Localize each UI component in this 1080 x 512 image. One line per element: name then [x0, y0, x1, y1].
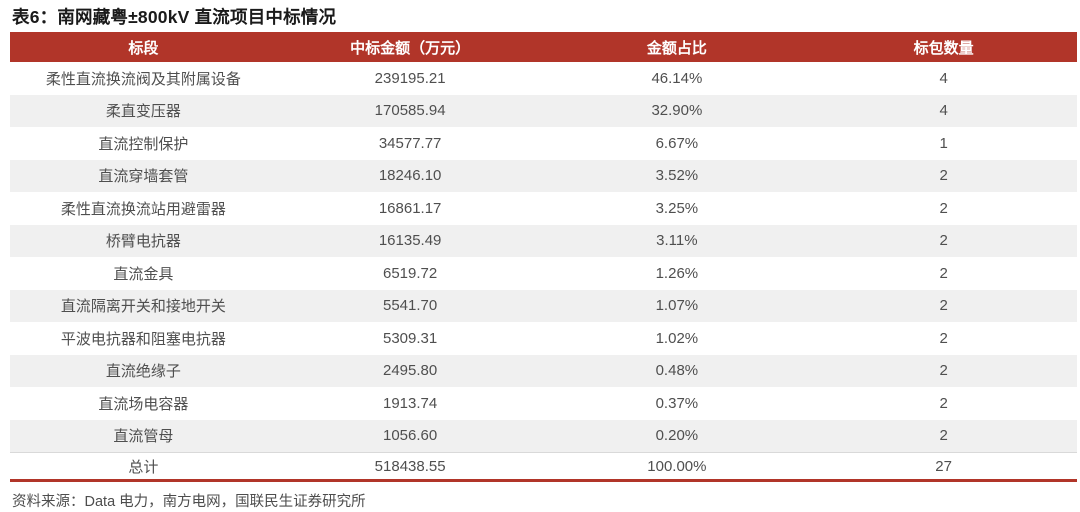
table-cell-share: 46.14%: [651, 69, 703, 87]
column-header-segment: 标段: [10, 32, 277, 62]
table-row: 平波电抗器和阻塞电抗器 5309.31 1.02% 2: [10, 322, 1077, 355]
table-footer: 总计 518438.55 100.00% 27: [10, 452, 1077, 482]
table-cell-amount: 239195.21: [374, 69, 446, 87]
table-cell-segment: 柔性直流换流阀及其附属设备: [45, 70, 241, 88]
table-cell-amount: 5309.31: [383, 329, 438, 347]
column-header-amount: 中标金额（万元）: [276, 32, 544, 62]
table-cell-segment: 直流场电容器: [98, 395, 189, 413]
table-cell-segment: 直流管母: [113, 428, 174, 446]
total-packages: 27: [810, 452, 1077, 482]
column-header-packages: 标包数量: [810, 32, 1077, 62]
table-header: 标段 中标金额（万元） 金额占比 标包数量: [10, 32, 1077, 62]
table-cell-segment: 柔性直流换流站用避雷器: [60, 200, 226, 218]
table-row: 直流穿墙套管 18246.10 3.52% 2: [10, 159, 1077, 192]
table-row: 柔性直流换流站用避雷器 16861.17 3.25% 2: [10, 192, 1077, 225]
table-cell-share: 3.52%: [655, 167, 699, 185]
table-total-row: 总计 518438.55 100.00% 27: [10, 452, 1077, 482]
table-cell-packages: 2: [939, 297, 948, 315]
table-cell-share: 1.26%: [655, 264, 699, 282]
table-row: 直流管母 1056.60 0.20% 2: [10, 419, 1077, 453]
table-cell-amount: 16135.49: [378, 232, 442, 250]
table-row: 桥臂电抗器 16135.49 3.11% 2: [10, 224, 1077, 257]
table-cell-amount: 16861.17: [378, 199, 442, 217]
table-body: 柔性直流换流阀及其附属设备 239195.21 46.14% 4 柔直变压器 170585…: [10, 62, 1077, 453]
data-source-note: 资料来源：Data 电力，南方电网，国联民生证券研究所: [12, 494, 366, 510]
table-header-row: 标段 中标金额（万元） 金额占比 标包数量: [10, 32, 1077, 62]
table-cell-share: 3.11%: [656, 232, 698, 250]
table-cell-packages: 2: [939, 199, 948, 217]
table-cell-packages: 2: [939, 264, 948, 282]
column-header-share: 金额占比: [543, 32, 811, 62]
table-row: 直流绝缘子 2495.80 0.48% 2: [10, 354, 1077, 387]
table-cell-packages: 2: [939, 232, 948, 250]
table-cell-share: 3.25%: [655, 199, 699, 217]
table-cell-packages: 2: [939, 394, 948, 412]
table-cell-amount: 6519.72: [383, 264, 438, 282]
table-cell-amount: 34577.77: [378, 134, 442, 152]
table-cell-share: 0.20%: [655, 427, 699, 445]
total-share: 100.00%: [543, 452, 811, 482]
table-cell-segment: 直流金具: [113, 265, 174, 283]
table-cell-segment: 桥臂电抗器: [105, 233, 181, 251]
table-cell-amount: 18246.10: [378, 167, 442, 185]
table-cell-packages: 4: [939, 69, 948, 87]
table-row: 直流控制保护 34577.77 6.67% 1: [10, 127, 1077, 160]
table-cell-share: 1.07%: [655, 297, 699, 315]
table-cell-packages: 2: [939, 167, 948, 185]
table-cell-share: 6.67%: [655, 134, 699, 152]
total-label: 总计: [10, 452, 277, 482]
table-row: 直流隔离开关和接地开关 5541.70 1.07% 2: [10, 289, 1077, 322]
table-cell-share: 32.90%: [651, 102, 703, 120]
table-cell-segment: 直流绝缘子: [105, 363, 181, 381]
table-cell-amount: 2495.80: [383, 362, 438, 380]
table-cell-amount: 1056.60: [383, 427, 438, 445]
table-cell-segment: 直流控制保护: [98, 135, 189, 153]
table-row: 柔直变压器 170585.94 32.90% 4: [10, 94, 1077, 127]
table-cell-share: 0.48%: [655, 362, 699, 380]
table-cell-share: 0.37%: [655, 394, 699, 412]
table-cell-segment: 平波电抗器和阻塞电抗器: [60, 330, 226, 348]
table-cell-amount: 1913.74: [383, 394, 438, 412]
table-cell-packages: 2: [939, 427, 948, 445]
table-cell-packages: 1: [939, 134, 948, 152]
table-row: 柔性直流换流阀及其附属设备 239195.21 46.14% 4: [10, 62, 1077, 95]
table-cell-amount: 5541.70: [383, 297, 438, 315]
table-row: 直流场电容器 1913.74 0.37% 2: [10, 387, 1077, 420]
table-cell-packages: 2: [939, 329, 948, 347]
table-cell-segment: 直流穿墙套管: [98, 168, 189, 186]
table-cell-segment: 直流隔离开关和接地开关: [60, 298, 226, 316]
table-cell-packages: 2: [939, 362, 948, 380]
table-cell-amount: 170585.94: [374, 102, 446, 120]
bid-results-table: 标段 中标金额（万元） 金额占比 标包数量 柔性直流换流阀及其附属设备 23919…: [10, 32, 1077, 482]
table-cell-share: 1.02%: [655, 329, 699, 347]
table-row: 直流金具 6519.72 1.26% 2: [10, 257, 1077, 290]
table-cell-segment: 柔直变压器: [105, 103, 181, 121]
total-amount: 518438.55: [276, 452, 544, 482]
table-cell-packages: 4: [939, 102, 948, 120]
table-title: 表6：南网藏粤±800kV 直流项目中标情况: [12, 7, 337, 27]
